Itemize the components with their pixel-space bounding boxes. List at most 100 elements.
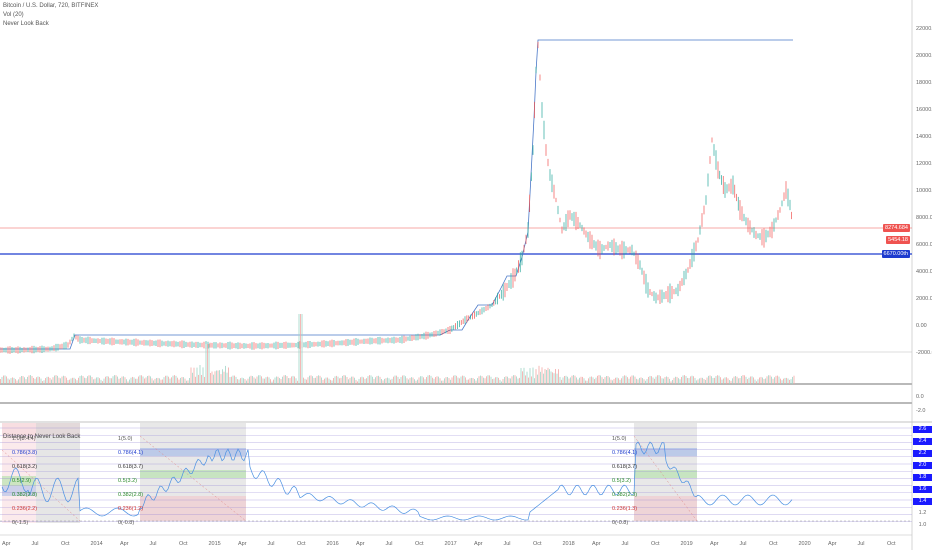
volume-bar — [379, 376, 381, 384]
volume-bar — [732, 378, 733, 384]
time-axis-label: Jul — [150, 541, 157, 547]
volume-bar — [594, 379, 595, 384]
volume-bar — [108, 376, 109, 384]
volume-bar — [12, 377, 13, 384]
volume-bar — [735, 376, 736, 384]
volume-bar — [249, 376, 250, 384]
volume-bar — [327, 377, 328, 384]
volume-bar — [774, 377, 775, 384]
volume-bar — [58, 377, 60, 384]
indicator-title[interactable]: Distance to Never Look Back — [3, 434, 81, 440]
last-price-tag: 8274.684 — [883, 224, 910, 232]
volume-bar — [666, 376, 667, 384]
volume-bar — [745, 376, 747, 384]
volume-bar — [391, 378, 393, 384]
legend-indicator[interactable]: Never Look Back — [3, 21, 49, 27]
volume-bar — [751, 376, 753, 384]
time-axis-label: 2014 — [91, 541, 103, 547]
indicator-axis-label: 2.2 — [913, 450, 932, 457]
volume-bar — [262, 378, 264, 384]
volume-bar — [237, 379, 238, 384]
volume-bar — [658, 375, 660, 384]
time-axis-label: Jul — [386, 541, 393, 547]
legend-symbol[interactable]: Bitcoin / U.S. Dollar, 720, BITFINEX — [3, 3, 99, 9]
time-axis-label: 2015 — [209, 541, 221, 547]
volume-bar — [234, 375, 235, 384]
volume-bar — [340, 377, 342, 384]
volume-bar — [724, 377, 726, 384]
volume-bar — [589, 376, 591, 384]
volume-bar — [382, 380, 384, 384]
time-axis-label: Oct — [533, 541, 542, 547]
price-axis-label: 8000.00 — [916, 215, 932, 221]
volume-bar — [46, 376, 48, 384]
volume-bar — [100, 379, 102, 384]
time-axis-label: 2019 — [681, 541, 693, 547]
volume-bar — [273, 379, 274, 384]
volume-bar — [309, 375, 310, 384]
volume-bar — [711, 376, 712, 384]
volume-bar — [423, 377, 424, 384]
volume-bar — [390, 379, 391, 384]
volume-bar — [270, 379, 271, 384]
volume-bar — [115, 375, 117, 384]
fib-label: 0.786(4.1) — [118, 450, 144, 456]
volume-bar — [268, 377, 270, 384]
volume-bar — [55, 375, 57, 384]
volume-bar — [583, 378, 585, 384]
fib-label: 1(5.0) — [612, 436, 627, 442]
volume-bar — [72, 377, 73, 384]
volume-bar — [670, 381, 672, 384]
volume-bar — [595, 377, 597, 384]
volume-bar — [103, 378, 105, 384]
volume-bar — [67, 380, 69, 384]
volume-bar — [15, 379, 16, 384]
fib-label: 0.236(1.2) — [118, 506, 144, 512]
price-axis-label: 10000.00 — [916, 188, 932, 194]
volume-bar — [736, 376, 738, 384]
volume-bar — [331, 380, 333, 384]
volume-bar — [130, 377, 132, 384]
volume-bar — [324, 378, 325, 384]
volume-bar — [301, 314, 303, 384]
volume-bar — [687, 377, 688, 384]
time-axis-label: Apr — [828, 541, 837, 547]
volume-bar — [744, 375, 745, 384]
volume-bar — [619, 379, 621, 384]
volume-bar — [283, 375, 285, 384]
volume-bar — [444, 378, 445, 384]
volume-bar — [684, 375, 685, 384]
volume-bar — [354, 377, 355, 384]
volume-bar — [274, 377, 276, 384]
time-axis-label: Apr — [238, 541, 247, 547]
mid-axis: 0.0 -2.0 — [916, 394, 925, 414]
volume-bar — [70, 378, 72, 384]
volume-bar — [334, 376, 336, 384]
volume-bar — [645, 380, 646, 384]
fib-label: 1(5.0) — [118, 436, 133, 442]
volume-bar — [54, 375, 55, 384]
volume-bar — [424, 379, 426, 384]
volume-bar — [207, 344, 208, 384]
volume-bar — [516, 376, 517, 384]
volume-bar — [747, 379, 748, 384]
volume-bar — [640, 377, 642, 384]
legend-volume[interactable]: Vol (20) — [3, 12, 24, 18]
volume-bar — [475, 380, 477, 384]
volume-bar — [570, 377, 571, 384]
volume-bar — [88, 375, 90, 384]
volume-bar — [276, 376, 277, 384]
volume-bar — [256, 376, 258, 384]
volume-bar — [181, 376, 183, 384]
price-axis-label: 0.00 — [916, 323, 927, 329]
volume-bar — [105, 376, 106, 384]
volume-bar — [669, 378, 670, 384]
volume-bar — [526, 371, 528, 384]
volume-bar — [457, 377, 459, 384]
volume-bar — [298, 314, 300, 384]
volume-bar — [388, 378, 390, 384]
volume-bar — [73, 377, 75, 384]
volume-bar — [546, 369, 547, 384]
volume-bar — [531, 376, 532, 384]
